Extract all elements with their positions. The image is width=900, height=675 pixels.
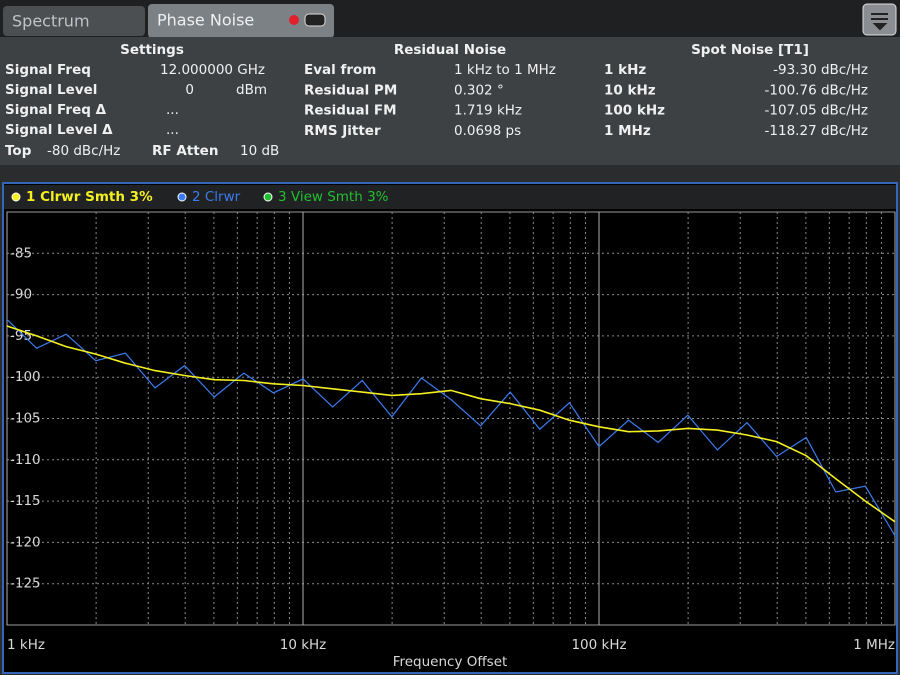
- y-tick-label: -120: [10, 534, 41, 550]
- x-tick-label: 1 MHz: [853, 637, 895, 653]
- setting-value: ...: [166, 122, 179, 138]
- legend-bar: [4, 185, 896, 209]
- tab-icon: [289, 15, 299, 25]
- y-tick-label: -90: [10, 287, 32, 303]
- panel-header: Settings: [120, 42, 184, 58]
- setting-label: RF Atten: [152, 143, 218, 159]
- panel-header: Spot Noise [T1]: [691, 42, 809, 58]
- legend-label: 3 View Smth 3%: [278, 189, 389, 205]
- x-tick-label: 10 kHz: [280, 637, 327, 653]
- plot-area: [6, 211, 896, 626]
- legend-marker: [177, 192, 187, 202]
- tab-icon: [304, 13, 326, 27]
- spot-label: 10 kHz: [604, 82, 656, 98]
- x-tick-label: 1 kHz: [7, 637, 45, 653]
- setting-label: Signal Level: [5, 82, 97, 98]
- menu-icon: [871, 13, 888, 31]
- y-tick-label: -110: [10, 452, 41, 468]
- setting-value: 12.000000 GHz: [160, 62, 265, 78]
- setting-label: Top: [5, 143, 32, 159]
- residual-label: Eval from: [304, 62, 376, 78]
- x-axis-label: Frequency Offset: [393, 654, 508, 670]
- spot-value: -93.30 dBc/Hz: [773, 62, 868, 78]
- trace: [6, 318, 896, 537]
- setting-label: Signal Freq: [5, 62, 91, 78]
- tab-active[interactable]: [148, 4, 334, 38]
- spot-rows: 1 kHz -93.30 dBc/Hz 10 kHz -100.76 dBc/Hz 10…: [604, 62, 868, 139]
- setting-value: ...: [166, 102, 179, 118]
- y-tick-label: -125: [10, 576, 41, 592]
- residual-rows: Eval from 1 kHz to 1 MHz Residual PM 0.302 …: [304, 62, 556, 139]
- spot-value: -100.76 dBc/Hz: [765, 82, 868, 98]
- panel-header: Residual Noise: [394, 42, 506, 58]
- spot-value: -118.27 dBc/Hz: [765, 123, 868, 139]
- spot-label: 100 kHz: [604, 103, 665, 119]
- residual-label: Residual PM: [304, 82, 397, 98]
- tab-inactive[interactable]: [3, 6, 145, 36]
- spot-label: 1 MHz: [604, 123, 651, 139]
- residual-value: 1.719 kHz: [454, 103, 522, 119]
- residual-value: 1 kHz to 1 MHz: [454, 62, 556, 78]
- legend-marker: [11, 192, 21, 202]
- legend-label: 1 Clrwr Smth 3%: [26, 189, 153, 205]
- spot-label: 1 kHz: [604, 62, 646, 78]
- setting-value: 10 dB: [240, 143, 279, 159]
- tab-label[interactable]: Spectrum: [12, 12, 90, 31]
- setting-unit: dBm: [236, 82, 267, 98]
- y-tick-label: -115: [10, 493, 41, 509]
- residual-value: 0.302 °: [454, 82, 504, 98]
- trace: [6, 325, 896, 523]
- setting-label: Signal Level Δ: [5, 122, 113, 138]
- y-tick-label: -105: [10, 411, 41, 427]
- residual-label: Residual FM: [304, 103, 397, 119]
- y-tick-label: -100: [10, 369, 41, 385]
- legend-marker: [263, 192, 273, 202]
- setting-label: Signal Freq Δ: [5, 102, 107, 118]
- setting-value: 0: [185, 82, 194, 98]
- setting-value: -80 dBc/Hz: [47, 143, 120, 159]
- info-panel: [0, 37, 900, 165]
- residual-value: 0.0698 ps: [454, 123, 521, 139]
- legend-label: 2 Clrwr: [192, 189, 241, 205]
- tab-label[interactable]: Phase Noise: [157, 11, 254, 30]
- residual-label: RMS Jitter: [304, 123, 381, 139]
- spot-value: -107.05 dBc/Hz: [765, 103, 868, 119]
- x-tick-label: 100 kHz: [571, 637, 626, 653]
- y-tick-label: -85: [10, 245, 32, 261]
